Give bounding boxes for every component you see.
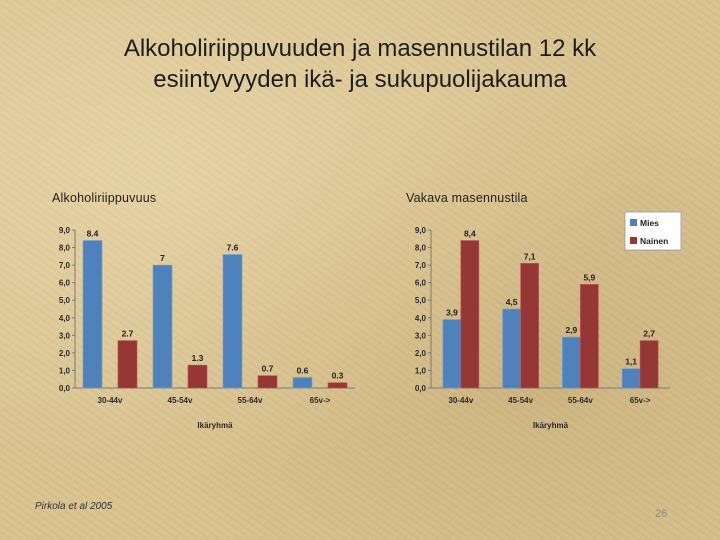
bar	[621, 368, 641, 389]
x-tick-label: 55-64v	[238, 396, 263, 405]
bar	[639, 340, 659, 389]
x-tick-label: 65v->	[630, 396, 651, 405]
x-tick-label: 45-54v	[508, 396, 533, 405]
y-tick-label: 3,0	[59, 331, 71, 340]
data-label: 4,5	[506, 297, 518, 307]
y-tick-label: 6,0	[415, 279, 427, 288]
bar	[222, 254, 243, 389]
chart-title-depression: Vakava masennustila	[406, 191, 528, 205]
bar	[257, 375, 278, 389]
chart-title-alcohol: Alkoholiriippuvuus	[52, 191, 157, 205]
bar	[82, 240, 103, 389]
data-label: 8.4	[87, 229, 99, 239]
data-label: 1.3	[192, 353, 204, 363]
x-tick-label: 30-44v	[448, 396, 473, 405]
slide-title-line2: esiintyvyyden ikä- ja sukupuolijakauma	[153, 66, 567, 93]
data-label: 0.3	[332, 371, 344, 381]
bar	[520, 263, 539, 389]
y-tick-label: 4,0	[415, 314, 427, 323]
y-tick-label: 8,0	[415, 244, 427, 253]
source-citation: Pirkola et al 2005	[35, 501, 113, 512]
data-label: 2,7	[643, 329, 655, 339]
data-label: 0.6	[297, 365, 309, 375]
legend-swatch	[630, 219, 637, 226]
y-tick-label: 5,0	[59, 296, 71, 305]
data-label: 1,1	[625, 357, 637, 367]
x-tick-label: 45-54v	[168, 396, 193, 405]
bar	[442, 319, 462, 389]
data-label: 7,1	[524, 251, 536, 261]
page-number: 26	[655, 508, 668, 520]
y-tick-label: 7,0	[59, 261, 71, 270]
bar	[292, 377, 313, 389]
legend: Mies Nainen	[624, 211, 682, 251]
x-tick-label: 30-44v	[98, 396, 123, 405]
y-tick-label: 8,0	[59, 244, 71, 253]
data-label: 8,4	[464, 229, 476, 239]
bar	[117, 340, 138, 389]
bar	[187, 364, 208, 389]
legend-label: Nainen	[640, 236, 668, 246]
x-axis-title: Ikäryhmä	[533, 421, 569, 430]
data-label: 3,9	[446, 308, 458, 318]
y-tick-label: 0,0	[415, 384, 427, 393]
legend-swatch	[630, 237, 637, 244]
y-tick-label: 0,0	[59, 384, 71, 393]
bar	[580, 284, 599, 389]
data-label: 2.7	[122, 329, 134, 339]
y-tick-label: 2,0	[59, 349, 71, 358]
y-tick-label: 9,0	[415, 226, 427, 235]
y-tick-label: 6,0	[59, 279, 71, 288]
bar	[327, 382, 348, 389]
data-label: 7	[160, 253, 165, 263]
bar	[502, 308, 521, 389]
bar	[562, 336, 581, 389]
y-tick-label: 9,0	[59, 226, 71, 235]
x-tick-label: 65v->	[310, 396, 331, 405]
bar	[152, 264, 173, 389]
x-tick-label: 55-64v	[568, 396, 593, 405]
data-label: 0.7	[262, 364, 274, 374]
data-label: 5,9	[583, 272, 595, 282]
data-label: 7.6	[227, 243, 239, 253]
data-label: 2,9	[565, 325, 577, 335]
y-tick-label: 3,0	[415, 331, 427, 340]
chart-severe-depression: 0,0 1,0 2,0 3,0 4,0 5,0 6,0 7,0 8,0 9,0 3,9 8,4 30-4…	[415, 211, 682, 430]
y-tick-label: 1,0	[415, 366, 427, 375]
y-tick-label: 2,0	[415, 349, 427, 358]
y-tick-label: 5,0	[415, 296, 427, 305]
y-tick-label: 1,0	[59, 366, 71, 375]
bar	[460, 240, 480, 389]
slide-title-line1: Alkoholiriippuvuuden ja masennustilan 12…	[123, 35, 597, 62]
x-axis-title: Ikäryhmä	[197, 421, 233, 430]
y-tick-label: 7,0	[415, 261, 427, 270]
chart-alcohol-dependence: 0,0 1,0 2,0 3,0 4,0 5,0 6,0 7,0 8,0 9,0 8.4 2.7 30-4…	[59, 226, 355, 430]
slide-title: Alkoholiriippuvuuden ja masennustilan 12…	[60, 33, 660, 95]
y-tick-label: 4,0	[59, 314, 71, 323]
legend-label: Mies	[640, 218, 659, 228]
